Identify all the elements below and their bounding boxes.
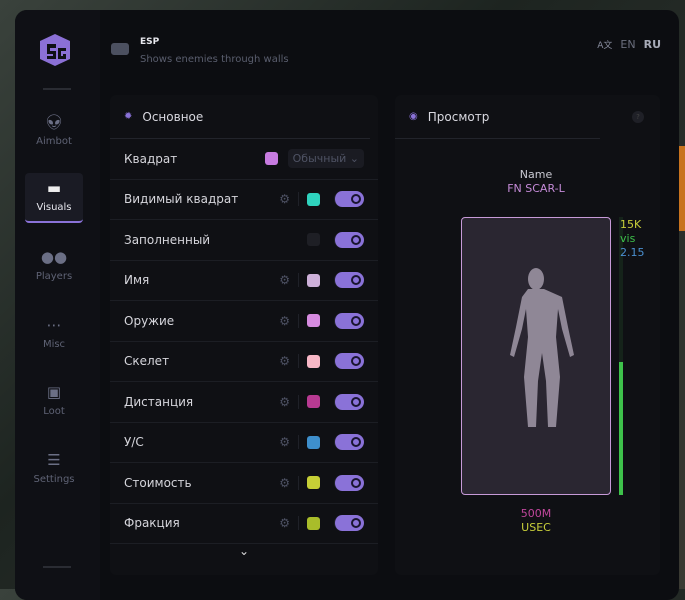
- eye-icon: ◉: [409, 111, 418, 122]
- background-object: [679, 146, 685, 231]
- toggle-switch[interactable]: [334, 434, 364, 451]
- setting-label: Квадрат: [124, 151, 178, 166]
- toggle-switch[interactable]: [334, 272, 364, 289]
- scroll-down-icon[interactable]: ⌄: [238, 544, 250, 558]
- toggle-switch[interactable]: [334, 393, 364, 410]
- gear-icon[interactable]: ⚙: [279, 354, 299, 369]
- preview-weapon: FN SCAR-L: [507, 182, 565, 195]
- sidebar-item-label: Visuals: [36, 202, 72, 213]
- toggle-switch[interactable]: [334, 231, 364, 248]
- setting-label: Дистанция: [124, 394, 194, 409]
- toggle-switch[interactable]: [334, 312, 364, 329]
- section-title: Основное: [142, 109, 204, 124]
- setting-label: У/С: [124, 435, 144, 450]
- gear-icon[interactable]: ⚙: [279, 435, 299, 450]
- toggle-switch[interactable]: [334, 474, 364, 491]
- setting-row: Оружие ⚙: [110, 301, 378, 342]
- vr-headset-icon: [111, 43, 129, 55]
- setting-label: Оружие: [124, 313, 175, 328]
- gear-icon[interactable]: ⚙: [279, 394, 299, 409]
- setting-row: Стоимость ⚙: [110, 463, 378, 504]
- sidebar-item-players[interactable]: ●● Players: [25, 241, 83, 291]
- sidebar-item-aimbot[interactable]: 👽︎ Aimbot: [25, 106, 83, 156]
- sidebar: 👽︎ Aimbot ▬ Visuals ●● Players ⋯ Misc ▣ Loot ☰ Sett…: [15, 10, 100, 600]
- setting-label: Имя: [124, 273, 150, 288]
- setting-row: Скелет ⚙: [110, 342, 378, 382]
- color-swatch[interactable]: [307, 192, 320, 206]
- sidebar-item-label: Players: [35, 271, 73, 282]
- gear-icon[interactable]: ⚙: [279, 192, 299, 207]
- page-title: ESP: [140, 37, 160, 47]
- sidebar-item-label: Settings: [33, 474, 75, 485]
- gear-icon[interactable]: ⚙: [279, 475, 299, 490]
- health-bar-fill: [619, 361, 623, 495]
- setting-label: Заполненный: [124, 232, 211, 247]
- chevron-down-icon: ⌄: [349, 152, 359, 166]
- toggle-switch[interactable]: [334, 515, 364, 532]
- logo-icon: [40, 34, 70, 66]
- sidebar-item-visuals[interactable]: ▬ Visuals: [25, 173, 83, 223]
- color-swatch[interactable]: [307, 314, 320, 328]
- list-icon: ☰: [47, 451, 61, 469]
- setting-label: Видимый квадрат: [124, 192, 239, 207]
- main-settings-panel: ✹ Основное Квадрат Обычный ⌄ Видимый квад…: [110, 95, 378, 575]
- lang-ru-button[interactable]: RU: [643, 38, 661, 51]
- help-button[interactable]: ?: [632, 111, 644, 123]
- setting-label: Стоимость: [124, 475, 192, 490]
- color-swatch[interactable]: [307, 354, 320, 368]
- lang-en-button[interactable]: EN: [620, 38, 636, 51]
- dots-icon: ⋯: [46, 316, 62, 334]
- preview-kd: 2.15: [620, 246, 645, 259]
- color-swatch[interactable]: [307, 516, 320, 530]
- gear-icon[interactable]: ⚙: [279, 516, 299, 531]
- color-swatch[interactable]: [307, 233, 320, 247]
- sidebar-item-misc[interactable]: ⋯ Misc: [25, 309, 83, 359]
- preview-visible: vis: [620, 232, 636, 245]
- setting-row: Имя ⚙: [110, 261, 378, 301]
- setting-row: Заполненный: [110, 220, 378, 261]
- preview-value: 15K: [620, 218, 642, 231]
- gear-icon: ✹: [124, 111, 133, 122]
- divider: [43, 88, 71, 90]
- translate-icon: A文: [597, 41, 613, 51]
- toggle-switch[interactable]: [334, 191, 364, 208]
- language-switch: A文 EN RU: [597, 38, 661, 51]
- vr-headset-icon: ▬: [46, 179, 62, 197]
- page-subtitle: Shows enemies through walls: [140, 54, 289, 65]
- preview-faction: USEC: [521, 521, 551, 534]
- preview-name: Name: [519, 168, 553, 181]
- setting-label: Фракция: [124, 516, 180, 531]
- toggle-switch[interactable]: [334, 353, 364, 370]
- section-title: Просмотр: [427, 109, 490, 124]
- users-icon: ●●: [40, 248, 68, 266]
- setting-label: Скелет: [124, 354, 170, 369]
- box-mode-select[interactable]: Обычный ⌄: [287, 149, 364, 169]
- setting-row: У/С ⚙: [110, 423, 378, 463]
- color-swatch[interactable]: [307, 476, 320, 490]
- color-swatch[interactable]: [307, 435, 320, 449]
- gear-icon[interactable]: ⚙: [279, 313, 299, 328]
- app-window: 👽︎ Aimbot ▬ Visuals ●● Players ⋯ Misc ▣ Loot ☰ Sett…: [15, 10, 679, 600]
- sidebar-item-label: Loot: [43, 406, 65, 417]
- setting-row: Дистанция ⚙: [110, 382, 378, 423]
- preview-distance: 500M: [520, 507, 552, 520]
- player-model: [510, 268, 574, 427]
- color-swatch[interactable]: [307, 395, 320, 409]
- color-swatch[interactable]: [264, 152, 278, 166]
- gear-icon[interactable]: ⚙: [279, 273, 299, 288]
- setting-row: Фракция ⚙: [110, 504, 378, 544]
- sidebar-item-label: Misc: [42, 339, 66, 350]
- select-value: Обычный: [292, 152, 347, 166]
- sidebar-item-settings[interactable]: ☰ Settings: [25, 444, 83, 494]
- setting-row-box: Квадрат Обычный ⌄: [110, 139, 378, 180]
- color-swatch[interactable]: [307, 273, 320, 287]
- setting-row: Видимый квадрат ⚙: [110, 180, 378, 220]
- divider: [43, 566, 71, 568]
- sidebar-item-label: Aimbot: [36, 136, 72, 147]
- alien-icon: 👽︎: [44, 113, 64, 131]
- toolbox-icon: ▣: [46, 383, 62, 401]
- sidebar-item-loot[interactable]: ▣ Loot: [25, 376, 83, 426]
- preview-box: [461, 217, 611, 495]
- health-bar: [619, 217, 623, 495]
